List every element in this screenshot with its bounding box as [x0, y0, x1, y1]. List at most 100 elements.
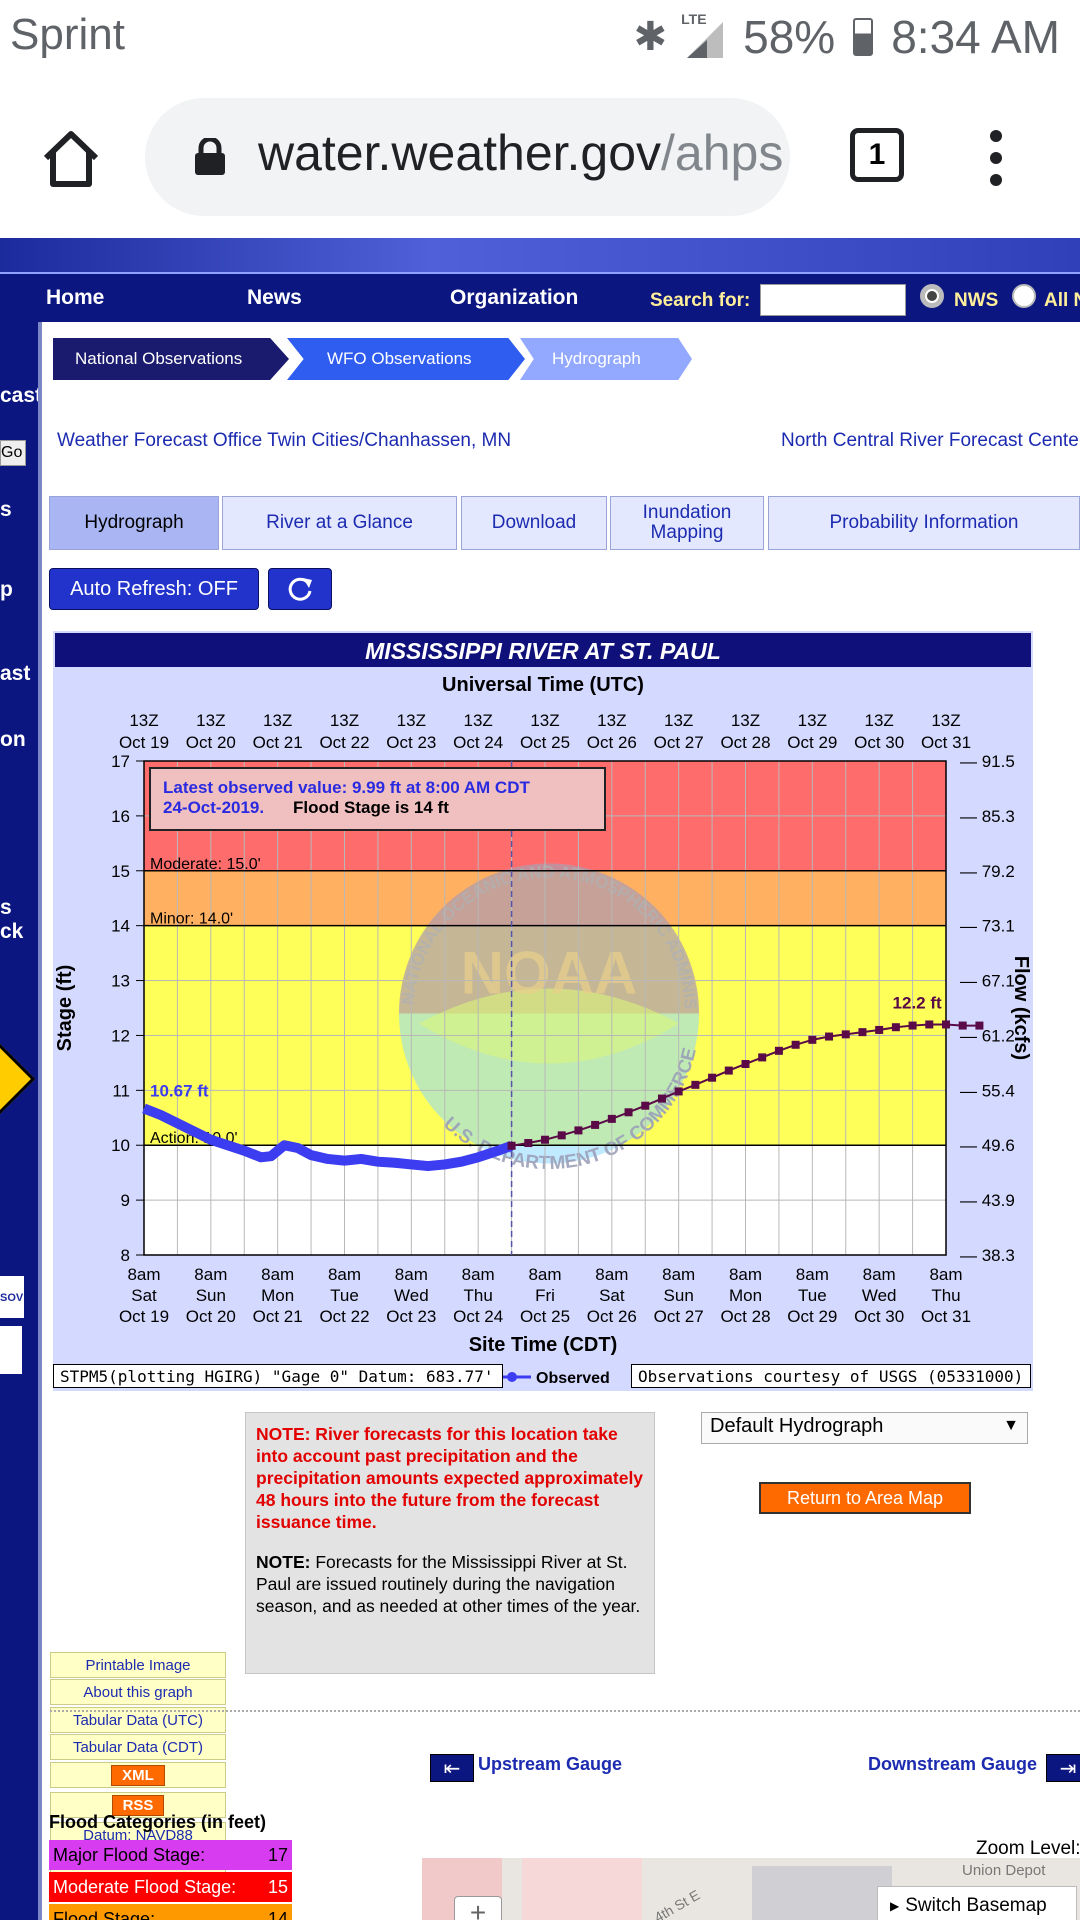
web-page: Home News Organization Search for: NWS A…	[0, 238, 1080, 1920]
top-tick-date: Oct 20	[186, 733, 236, 752]
top-tick-label: 13Z	[397, 711, 426, 730]
flood-category-row: Flood Stage: 14	[49, 1904, 292, 1920]
search-input[interactable]	[760, 284, 906, 316]
forecast-point	[674, 1087, 683, 1096]
rfc-link[interactable]: North Central River Forecast Cente	[781, 430, 1079, 451]
tab-hydrograph[interactable]: Hydrograph	[49, 496, 219, 550]
sidebar-text-2[interactable]: s	[0, 498, 12, 521]
latest-observed-box	[149, 767, 606, 831]
upstream-gauge-link[interactable]: Upstream Gauge	[478, 1754, 623, 1774]
top-tick-date: Oct 19	[119, 733, 169, 752]
auto-refresh-button[interactable]: Auto Refresh: OFF	[49, 568, 259, 610]
flood-category-value: 17	[267, 1844, 288, 1865]
graph-link-tabular-data-cdt[interactable]: Tabular Data (CDT)	[50, 1734, 226, 1760]
sidebar-diamond-icon[interactable]	[0, 1040, 36, 1118]
forecast-point	[624, 1108, 633, 1117]
radio-nws[interactable]	[920, 284, 944, 308]
forecast-point	[791, 1040, 800, 1049]
radio-all[interactable]	[1012, 284, 1036, 308]
tab-river-at-a-glance[interactable]: River at a Glance	[222, 496, 457, 550]
address-bar[interactable]: water.weather.gov/ahps	[145, 98, 790, 216]
status-bar: Sprint ✱ LTE 58% 8:34 AM	[0, 0, 1080, 78]
radio-all-label: All N	[1044, 290, 1080, 311]
note-red: NOTE: River forecasts for this location …	[256, 1424, 644, 1532]
bottom-tick-date: Oct 31	[921, 1307, 971, 1326]
y-tick-label: 17	[111, 752, 130, 771]
bottom-tick-date: Oct 22	[319, 1307, 369, 1326]
bottom-tick-day: Sat	[599, 1286, 625, 1305]
bottom-tick-time: 8am	[729, 1265, 762, 1284]
nav-organization[interactable]: Organization	[450, 286, 579, 309]
breadcrumb-wfo[interactable]: WFO Observations	[287, 338, 525, 380]
bottom-tick-date: Oct 20	[186, 1307, 236, 1326]
forecast-point	[708, 1073, 717, 1082]
forecast-point	[574, 1126, 583, 1135]
y-tick-label: 16	[111, 807, 130, 826]
bottom-tick-day: Fri	[535, 1286, 555, 1305]
plot-border	[143, 760, 947, 1256]
forecast-point	[591, 1120, 600, 1129]
top-tick-label: 13Z	[263, 711, 292, 730]
tab-inundation-mapping[interactable]: Inundation Mapping	[610, 496, 764, 550]
noaa-watermark-top	[399, 863, 700, 1014]
y2-tick-label: — 73.1	[960, 917, 1015, 936]
forecast-point	[875, 1025, 884, 1034]
zoom-level-label: Zoom Level:	[976, 1838, 1080, 1859]
hydrograph-select[interactable]: Default Hydrograph ▼	[701, 1412, 1028, 1444]
breadcrumb-hydrograph[interactable]: Hydrograph	[520, 338, 692, 380]
sidebar-logo[interactable]: SOV	[0, 1276, 24, 1318]
switch-basemap-button[interactable]: ▶ Switch Basemap	[877, 1886, 1077, 1920]
refresh-button[interactable]	[268, 568, 332, 610]
area-map[interactable]: 4th St E Union Depot + ▶ Switch Basemap	[422, 1858, 1080, 1920]
nav-news[interactable]: News	[247, 286, 302, 309]
downstream-gauge-link[interactable]: Downstream Gauge	[868, 1754, 1038, 1774]
forecast-point	[741, 1059, 750, 1068]
top-tick-label: 13Z	[865, 711, 894, 730]
upstream-arrow-icon[interactable]: ⇤	[430, 1754, 474, 1782]
nav-home[interactable]: Home	[46, 286, 105, 309]
zoom-in-button[interactable]: +	[454, 1896, 502, 1920]
bottom-tick-time: 8am	[328, 1265, 361, 1284]
sidebar-text-4[interactable]: ast	[0, 662, 31, 685]
tab-count: 1	[868, 138, 886, 171]
overflow-menu-icon[interactable]	[988, 128, 1004, 188]
sidebar-text-7[interactable]: ck	[0, 920, 24, 943]
forecast-point	[524, 1139, 533, 1148]
bottom-tick-day: Tue	[330, 1286, 359, 1305]
forecast-point	[691, 1080, 700, 1089]
return-to-area-map-button[interactable]: Return to Area Map	[759, 1482, 971, 1514]
tab-probability-information[interactable]: Probability Information	[768, 496, 1080, 550]
graph-link-rss[interactable]: RSS	[50, 1792, 226, 1818]
bottom-tick-date: Oct 23	[386, 1307, 436, 1326]
search-label: Search for:	[650, 290, 751, 311]
sidebar-go-button[interactable]: Go	[0, 440, 26, 466]
bottom-tick-time: 8am	[796, 1265, 829, 1284]
top-tick-label: 13Z	[196, 711, 225, 730]
graph-link-about-this-graph[interactable]: About this graph	[50, 1679, 226, 1705]
sidebar-text-3[interactable]: p	[0, 578, 13, 601]
observed-series-line	[142, 1103, 514, 1172]
y-tick-label: 9	[121, 1191, 130, 1210]
sidebar-text-5[interactable]: on	[0, 728, 26, 751]
wfo-link[interactable]: Weather Forecast Office Twin Cities/Chan…	[57, 430, 512, 451]
graph-link-printable-image[interactable]: Printable Image	[50, 1652, 226, 1678]
legend-observed: Observed	[536, 1370, 610, 1387]
bottom-tick-day: Wed	[862, 1286, 897, 1305]
y-tick-label: 12	[111, 1026, 130, 1045]
sidebar-text-6[interactable]: s	[0, 896, 12, 919]
top-tick-date: Oct 27	[654, 733, 704, 752]
bottom-tick-time: 8am	[929, 1265, 962, 1284]
breadcrumb-national[interactable]: National Observations	[53, 338, 289, 380]
graph-link-xml[interactable]: XML	[50, 1762, 226, 1788]
downstream-arrow-icon[interactable]: ⇥	[1046, 1754, 1080, 1782]
hydrograph-chart: MISSISSIPPI RIVER AT ST. PAUL Universal T…	[53, 631, 1033, 1391]
tab-download[interactable]: Download	[461, 496, 607, 550]
tab-switcher-button[interactable]: 1	[850, 128, 904, 182]
home-icon[interactable]	[40, 128, 102, 190]
sidebar-logo-2[interactable]	[0, 1326, 22, 1374]
bottom-tick-day: Thu	[931, 1286, 960, 1305]
bottom-tick-day: Sun	[196, 1286, 226, 1305]
forecast-point	[975, 1021, 984, 1030]
forecast-note: NOTE: River forecasts for this location …	[245, 1412, 655, 1674]
sidebar-text-1[interactable]: cast	[0, 384, 42, 407]
